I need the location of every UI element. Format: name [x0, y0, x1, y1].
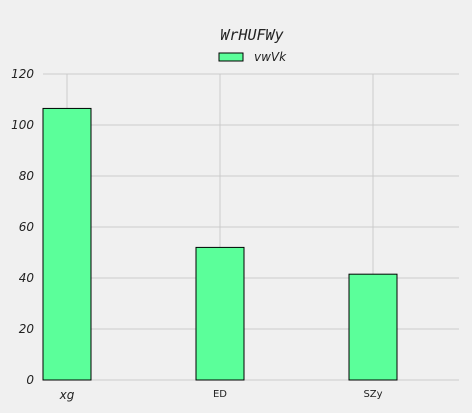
x-axis-ticks: xg ED SZy — [59, 388, 383, 402]
y-tick-label: 60 — [19, 220, 35, 234]
legend-label-vwvk: vwVk — [254, 50, 287, 64]
x-tick-label: xg — [59, 388, 75, 402]
y-tick-label: 0 — [26, 373, 34, 387]
legend: vwVk — [218, 50, 287, 64]
x-tick-label: ED — [213, 389, 227, 400]
bar-ed — [195, 246, 245, 381]
y-axis-ticks: 0 20 40 60 80 100 120 — [11, 67, 34, 387]
y-tick-label: 100 — [11, 118, 34, 132]
chart-title: WrHUFWy — [220, 26, 283, 44]
y-tick-label: 40 — [19, 271, 35, 285]
y-tick-label: 120 — [11, 67, 34, 81]
bar-xg — [42, 107, 92, 381]
legend-swatch-vwvk — [218, 52, 244, 62]
y-tick-label: 80 — [19, 169, 35, 183]
x-tick-label: SZy — [363, 389, 382, 400]
y-tick-label: 20 — [19, 322, 35, 336]
bars — [42, 107, 398, 381]
bar-szy — [348, 273, 398, 381]
